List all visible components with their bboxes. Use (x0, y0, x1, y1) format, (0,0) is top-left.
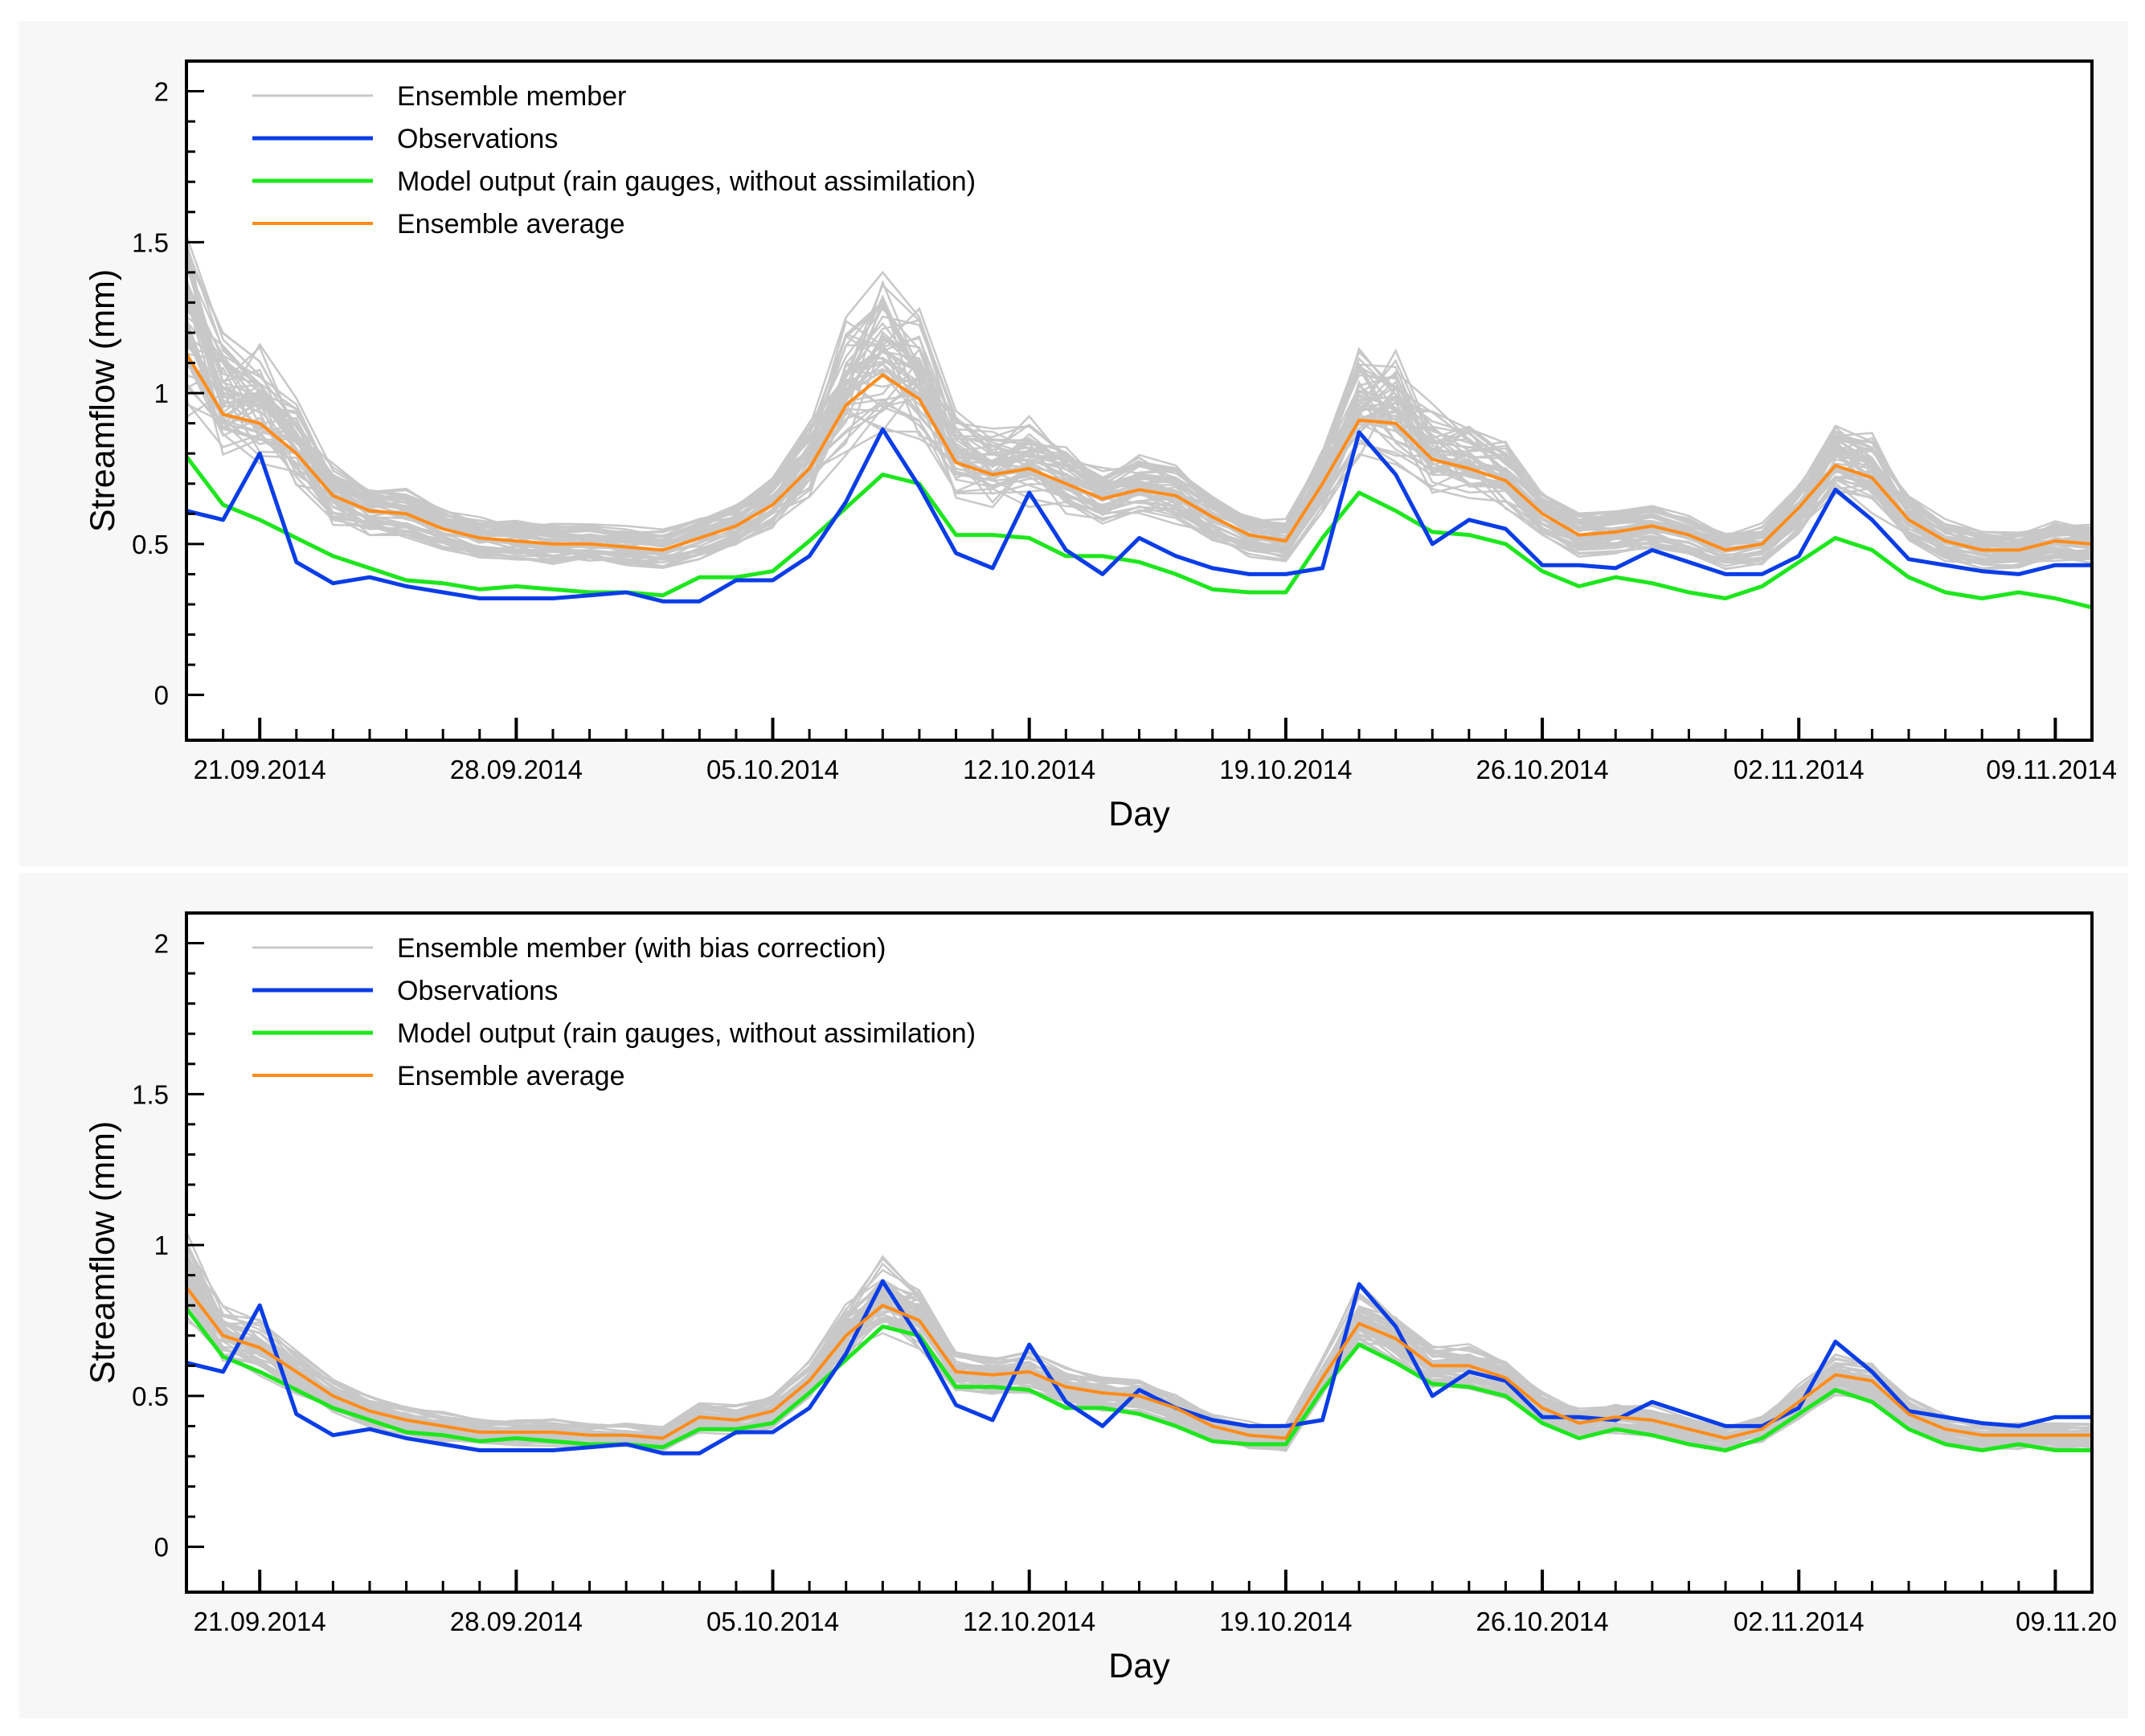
y-tick-label: 1 (154, 379, 169, 408)
legend: Ensemble member (with bias correction) Ob… (252, 933, 976, 1091)
x-tick-label: 12.10.2014 (963, 755, 1095, 784)
legend-label-ensemble-member-with-bias-correction: Ensemble member (with bias correction) (397, 933, 886, 964)
y-tick-label: 0.5 (132, 1382, 169, 1411)
x-tick-label: 21.09.2014 (194, 1607, 326, 1636)
plot-area (186, 61, 2092, 740)
legend-label-model-output-rain-gauges-without-assimilation: Model output (rain gauges, without assim… (397, 166, 976, 197)
y-tick-label: 0.5 (132, 530, 169, 559)
streamflow-chart-bottom: 0 0.5 1 1.5 2 21.09.2014 28.09.2014 05.10.2014 1… (84, 911, 2117, 1685)
x-tick-label: 21.09.2014 (194, 755, 326, 784)
y-tick-label: 2 (154, 929, 169, 959)
y-tick-label: 0 (154, 681, 169, 710)
x-tick-label: 19.10.2014 (1219, 755, 1352, 784)
x-tick-label: 26.10.2014 (1476, 1607, 1608, 1636)
x-axis-label: Day (1108, 795, 1170, 833)
x-tick-label: 28.09.2014 (450, 755, 583, 784)
legend-label-ensemble-average: Ensemble average (397, 1061, 625, 1091)
y-axis-label: Streamflow (mm) (84, 1121, 122, 1384)
series-group (186, 1230, 2092, 1456)
ensemble-average-line (186, 353, 2092, 552)
y-tick-label: 1.5 (132, 227, 169, 257)
ensemble-member-line (186, 321, 2092, 547)
y-tick-label: 1 (154, 1230, 169, 1260)
ensemble-member-line (186, 1259, 2092, 1431)
ensemble-average-line (186, 1286, 2092, 1440)
legend-label-observations: Observations (397, 976, 558, 1006)
x-tick-label: 28.09.2014 (450, 1607, 583, 1636)
legend-label-observations: Observations (397, 124, 558, 154)
streamflow-chart-top: 0 0.5 1 1.5 2 21.09.2014 28.09.2014 05.10.2014 1… (84, 59, 2117, 833)
x-tick-label: 09.11.2014 (1986, 755, 2117, 784)
y-axis-label: Streamflow (mm) (84, 269, 122, 532)
legend-label-ensemble-member: Ensemble member (397, 81, 626, 112)
x-tick-label: 05.10.2014 (706, 755, 839, 784)
y-tick-label: 1.5 (132, 1079, 169, 1109)
observations-line (186, 427, 2092, 604)
x-tick-label: 09.11.20 (2016, 1607, 2117, 1636)
x-tick-label: 12.10.2014 (963, 1607, 1095, 1636)
panel-bottom: 0 0.5 1 1.5 2 21.09.2014 28.09.2014 05.10.2014 1… (19, 873, 2128, 1718)
model-output-line (186, 455, 2092, 610)
x-axis-label: Day (1108, 1647, 1170, 1685)
legend-label-model-output-rain-gauges-without-assimilation: Model output (rain gauges, without assim… (397, 1018, 976, 1049)
series-group (186, 235, 2092, 610)
x-tick-label: 02.11.2014 (1734, 755, 1865, 784)
y-tick-label: 2 (154, 77, 169, 107)
ensemble-member-line (186, 285, 2092, 541)
x-tick-label: 19.10.2014 (1219, 1607, 1352, 1636)
x-tick-label: 05.10.2014 (706, 1607, 839, 1636)
x-tick-label: 02.11.2014 (1734, 1607, 1865, 1636)
legend-label-ensemble-average: Ensemble average (397, 209, 625, 240)
plot-area (186, 913, 2092, 1592)
x-tick-label: 26.10.2014 (1476, 755, 1608, 784)
ensemble-member-line (186, 256, 2092, 542)
panel-top: 0 0.5 1 1.5 2 21.09.2014 28.09.2014 05.10.2014 1… (19, 21, 2128, 866)
model-output-line (186, 1307, 2092, 1452)
legend: Ensemble member Observations Model output … (252, 81, 976, 240)
y-tick-label: 0 (154, 1533, 169, 1562)
